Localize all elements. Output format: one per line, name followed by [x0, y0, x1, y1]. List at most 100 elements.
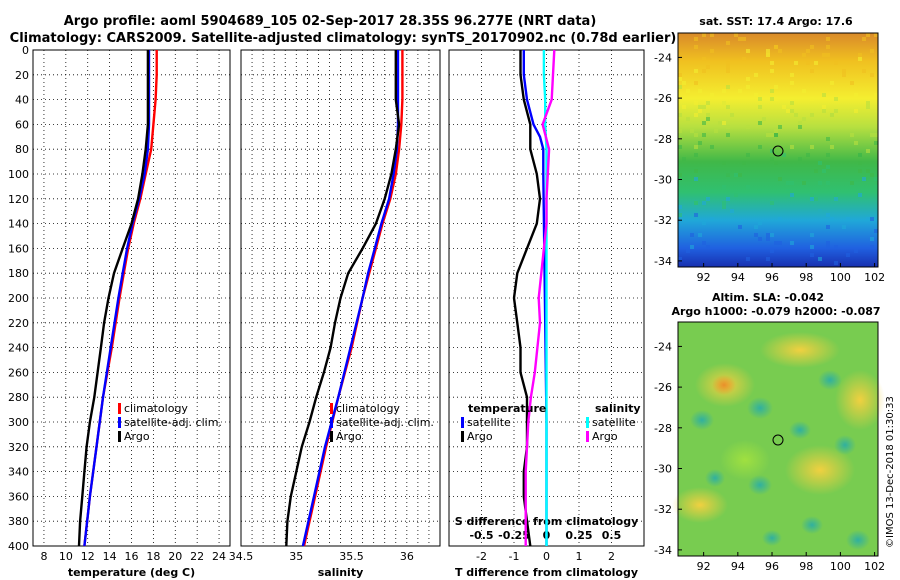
sst-pixel	[870, 49, 874, 53]
sst-pixel	[706, 117, 710, 121]
sst-pixel	[854, 249, 858, 253]
sla-blob	[818, 370, 842, 390]
map-x-tick-label: 98	[799, 271, 813, 284]
sst-pixel	[706, 101, 710, 105]
sst-pixel	[726, 197, 730, 201]
sst-pixel	[834, 61, 838, 65]
temperature-panel: 0 20 40 60 80 100 120 140 160 180 200 220 240 260 280 3…	[8, 44, 231, 579]
sst-pixel	[822, 53, 826, 57]
sst-pixel	[746, 77, 750, 81]
sla-map-subtitle: Argo h1000: -0.079 h2000: -0.087	[671, 305, 880, 318]
x-tick-label: 2	[608, 550, 615, 563]
sst-pixel	[790, 181, 794, 185]
legend-swatch	[118, 417, 121, 428]
y-tick-label: 380	[8, 515, 29, 528]
sst-pixel	[746, 85, 750, 89]
sst-pixel	[870, 133, 874, 137]
sst-pixel	[722, 161, 726, 165]
sst-pixel	[770, 149, 774, 153]
sst-pixel	[778, 177, 782, 181]
map-y-tick-label: -24	[654, 340, 672, 353]
sst-pixel	[770, 233, 774, 237]
y-tick-label: 100	[8, 168, 29, 181]
sst-pixel	[702, 241, 706, 245]
x-tick-label: 10	[59, 550, 73, 563]
sst-pixel	[834, 109, 838, 113]
sst-pixel	[818, 161, 822, 165]
sst-pixel	[694, 153, 698, 157]
legend-swatch	[461, 417, 464, 428]
legend-swatch	[586, 417, 589, 428]
sst-pixel	[706, 197, 710, 201]
sst-pixel	[826, 181, 830, 185]
sst-pixel	[874, 141, 878, 145]
sst-pixel	[866, 33, 870, 37]
sst-pixel	[710, 145, 714, 149]
sst-pixel	[678, 129, 682, 133]
sst-pixel	[774, 129, 778, 133]
sst-pixel	[810, 113, 814, 117]
sst-pixel	[698, 109, 702, 113]
sst-pixel	[822, 105, 826, 109]
x-tick-label: 35	[289, 550, 303, 563]
sst-pixel	[758, 237, 762, 241]
legend-satellite-adj: satellite-adj. clim.	[336, 416, 434, 429]
sst-pixel	[738, 225, 742, 229]
sst-pixel	[702, 201, 706, 205]
sst-pixel	[766, 49, 770, 53]
sst-pixel	[790, 145, 794, 149]
sst-pixel	[766, 133, 770, 137]
x-tick-label: 34.5	[229, 550, 254, 563]
sst-pixel	[698, 89, 702, 93]
legend-satellite-adj: satellite-adj. clim.	[124, 416, 222, 429]
x-axis-label: T difference from climatology	[455, 566, 638, 579]
footer-stamp: ©IMOS 13-Dec-2018 01:30:33	[885, 396, 896, 548]
sst-pixel	[754, 73, 758, 77]
y-tick-label: 160	[8, 242, 29, 255]
sla-map	[672, 321, 885, 557]
map-y-tick-label: -34	[654, 255, 672, 268]
sst-pixel	[690, 129, 694, 133]
map-x-tick-label: 92	[697, 271, 711, 284]
sst-pixel	[738, 37, 742, 41]
sst-pixel	[786, 181, 790, 185]
sst-pixel	[738, 89, 742, 93]
sst-pixel	[802, 89, 806, 93]
sst-pixel	[722, 185, 726, 189]
sst-pixel	[818, 181, 822, 185]
x-tick-label: 18	[146, 550, 160, 563]
sst-pixel	[726, 105, 730, 109]
sst-pixel	[874, 185, 878, 189]
s-tick-label: -0.5	[469, 529, 493, 542]
sst-pixel	[830, 113, 834, 117]
sst-pixel	[826, 53, 830, 57]
sst-pixel	[722, 201, 726, 205]
sst-pixel	[826, 165, 830, 169]
sst-pixel	[830, 81, 834, 85]
sst-pixel	[678, 213, 682, 217]
sst-pixel	[710, 33, 714, 37]
sst-pixel	[814, 61, 818, 65]
sst-pixel	[798, 121, 802, 125]
sst-pixel	[826, 37, 830, 41]
sst-map-frame	[677, 32, 879, 268]
sst-pixel	[742, 37, 746, 41]
map-x-tick-label: 94	[731, 560, 745, 573]
sst-pixel	[802, 53, 806, 57]
sst-pixel	[770, 69, 774, 73]
map-y-tick-label: -28	[654, 422, 672, 435]
s-tick-label: 0.25	[565, 529, 592, 542]
sst-pixel	[814, 169, 818, 173]
sst-map-title: sat. SST: 17.4 Argo: 17.6	[699, 15, 853, 28]
sst-pixel	[758, 189, 762, 193]
map-y-tick-label: -30	[654, 463, 672, 476]
y-tick-label: 260	[8, 366, 29, 379]
sst-pixel	[738, 173, 742, 177]
legend-temp-argo: Argo	[467, 430, 493, 443]
legend-temperature-title: temperature	[468, 402, 546, 415]
sst-pixel	[826, 241, 830, 245]
sst-pixel	[722, 89, 726, 93]
series-line-argo	[285, 50, 401, 547]
map-x-tick-label: 96	[765, 560, 779, 573]
